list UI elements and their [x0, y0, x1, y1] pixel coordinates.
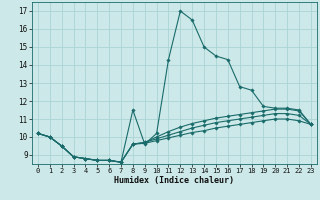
X-axis label: Humidex (Indice chaleur): Humidex (Indice chaleur) [115, 176, 234, 185]
